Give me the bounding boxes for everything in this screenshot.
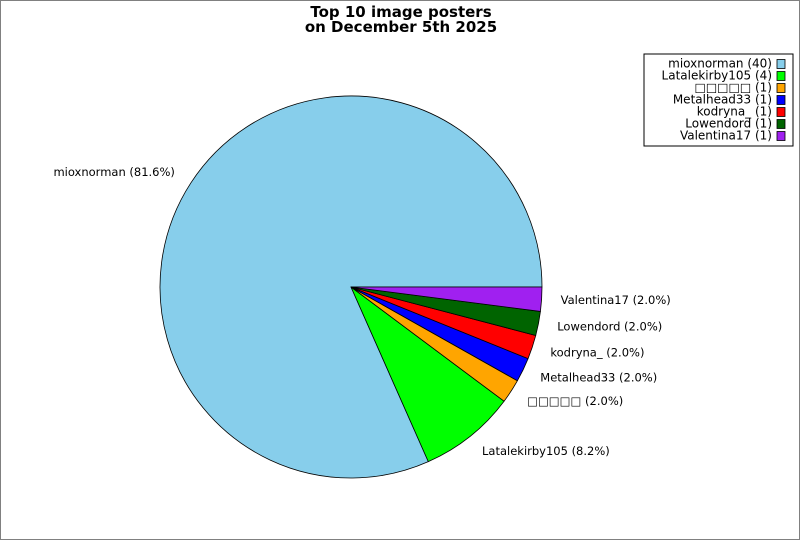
slice-label-3: Metalhead33 (2.0%) <box>540 371 657 385</box>
legend-swatch-5 <box>776 119 786 129</box>
slice-label-1: Latalekirby105 (8.2%) <box>482 444 610 458</box>
legend-swatch-4 <box>776 107 786 117</box>
slice-label-0: mioxnorman (81.6%) <box>53 165 174 179</box>
legend-label-4: kodryna_ (1) <box>697 105 772 119</box>
slice-label-4: kodryna_ (2.0%) <box>550 346 644 360</box>
pie-slice-0 <box>159 95 543 479</box>
legend-label-2: □□□□□ (1) <box>694 81 772 95</box>
pie-slices <box>159 95 543 479</box>
legend-box <box>643 53 794 147</box>
legend-label-5: Lowendord (1) <box>685 117 772 131</box>
slice-label-6: Valentina17 (2.0%) <box>561 293 671 307</box>
legend-swatch-6 <box>776 131 786 141</box>
chart-title-line: Top 10 image posters <box>310 3 491 21</box>
chart-title-line: on December 5th 2025 <box>305 18 497 36</box>
legend-swatch-3 <box>776 95 786 105</box>
slice-label-2: □□□□□ (2.0%) <box>527 394 623 408</box>
slice-label-5: Lowendord (2.0%) <box>557 320 662 334</box>
legend-swatch-2 <box>776 83 786 93</box>
legend-swatch-0 <box>776 59 786 69</box>
legend-label-6: Valentina17 (1) <box>680 129 772 143</box>
legend-label-0: mioxnorman (40) <box>668 57 772 71</box>
pie-slice-labels: mioxnorman (81.6%) Latalekirby105 (8.2%) □… <box>53 165 670 458</box>
pie-slice-1 <box>350 286 505 463</box>
legend-swatch-1 <box>776 71 786 81</box>
pie-slice-6 <box>350 286 543 312</box>
chart-title: Top 10 image posters on December 5th 2025 <box>305 3 497 36</box>
legend-label-1: Latalekirby105 (4) <box>662 69 772 83</box>
legend-label-3: Metalhead33 (1) <box>673 93 772 107</box>
legend: mioxnorman (40)Latalekirby105 (4)□□□□□ (… <box>643 53 794 147</box>
